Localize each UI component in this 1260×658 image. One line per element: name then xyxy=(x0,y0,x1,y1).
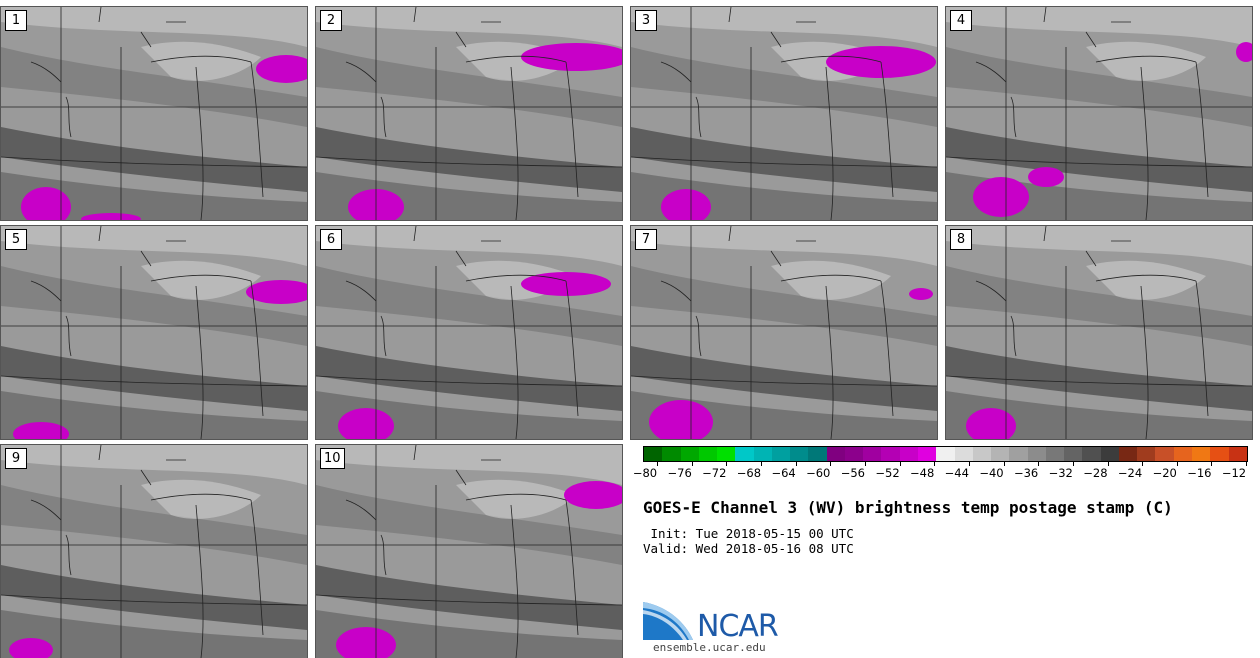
wv-map xyxy=(946,7,1252,220)
postage-stamp-panel-2: 2 xyxy=(315,6,623,221)
postage-stamp-panel-10: 10 xyxy=(315,444,623,658)
colorbar-tick-label: −68 xyxy=(737,462,773,480)
panel-number: 7 xyxy=(635,229,657,250)
colorbar-segment xyxy=(1045,447,1065,461)
colorbar-segment xyxy=(662,447,681,461)
colorbar-segment xyxy=(1118,447,1138,461)
postage-stamp-panel-9: 9 xyxy=(0,444,308,658)
colorbar-tick-label: −76 xyxy=(668,462,704,480)
colorbar-segment xyxy=(808,447,827,461)
colorbar-segment xyxy=(936,447,955,461)
colorbar-tick-label: −40 xyxy=(979,462,1015,480)
postage-stamp-panel-1: 1 xyxy=(0,6,308,221)
panel-number: 10 xyxy=(320,448,345,469)
wv-map xyxy=(631,226,937,439)
colorbar-segment xyxy=(1191,447,1211,461)
colorbar-tick-label: −24 xyxy=(1118,462,1154,480)
colorbar-ticks: −80 −76 −72 −68 −64 −60 −56 −52 −48 −44 −40 −36 −32−… xyxy=(633,462,1248,486)
wv-map xyxy=(631,7,937,220)
postage-stamp-panel-6: 6 xyxy=(315,225,623,440)
colorbar-tick-label: −56 xyxy=(841,462,877,480)
colorbar-segment xyxy=(1027,447,1046,461)
wv-map xyxy=(316,445,622,658)
colorbar-tick-label: −52 xyxy=(875,462,912,480)
colorbar-tick-label: −48 xyxy=(910,462,946,480)
wv-map xyxy=(316,226,622,439)
colorbar-segment xyxy=(972,447,992,461)
init-time: Init: Tue 2018-05-15 00 UTC xyxy=(643,526,854,541)
colorbar-tick-label: −36 xyxy=(1014,462,1050,480)
colorbar-tick-label: −28 xyxy=(1083,462,1119,480)
wv-map xyxy=(1,7,307,220)
colorbar-segment xyxy=(1155,447,1174,461)
colorbar-tick-label: −80 xyxy=(633,462,669,480)
wv-map xyxy=(946,226,1252,439)
postage-stamp-panel-3: 3 xyxy=(630,6,938,221)
panel-number: 2 xyxy=(320,10,342,31)
colorbar-segment xyxy=(698,447,718,461)
postage-stamp-panel-7: 7 xyxy=(630,225,938,440)
panel-number: 5 xyxy=(5,229,27,250)
wv-map xyxy=(1,445,307,658)
colorbar-tick-label: −12 xyxy=(1222,462,1258,480)
colorbar-segment xyxy=(1228,447,1247,461)
colorbar-segment xyxy=(899,447,918,461)
colorbar-segment xyxy=(991,447,1010,461)
figure-title: GOES-E Channel 3 (WV) brightness temp po… xyxy=(643,498,1173,517)
panel-number: 9 xyxy=(5,448,27,469)
colorbar-segment xyxy=(1210,447,1229,461)
colorbar-tick-label: −60 xyxy=(806,462,842,480)
colorbar-tick-label: −44 xyxy=(945,462,981,480)
colorbar-tick-label: −32 xyxy=(1049,462,1085,480)
postage-stamp-panel-4: 4 xyxy=(945,6,1253,221)
wv-map xyxy=(316,7,622,220)
panel-number: 6 xyxy=(320,229,342,250)
ncar-logo-icon xyxy=(643,602,693,640)
colorbar-tick-label: −72 xyxy=(702,462,738,480)
valid-time: Valid: Wed 2018-05-16 08 UTC xyxy=(643,541,854,556)
colorbar-segment xyxy=(644,447,663,461)
colorbar-segment xyxy=(1009,447,1028,461)
ncar-logo-text: NCAR xyxy=(697,609,779,644)
colorbar-segment xyxy=(735,447,754,461)
wv-map xyxy=(1,226,307,439)
colorbar-tick-label: −64 xyxy=(771,462,808,480)
colorbar-segment xyxy=(790,447,809,461)
colorbar-segment xyxy=(1100,447,1119,461)
colorbar-segment xyxy=(1173,447,1192,461)
colorbar xyxy=(643,446,1248,462)
colorbar-segment xyxy=(826,447,845,461)
panel-number: 8 xyxy=(950,229,972,250)
colorbar-segment xyxy=(954,447,973,461)
colorbar-segment xyxy=(771,447,791,461)
panel-number: 4 xyxy=(950,10,972,31)
panel-number: 3 xyxy=(635,10,657,31)
colorbar-segment xyxy=(753,447,772,461)
colorbar-segment xyxy=(1082,447,1101,461)
colorbar-segment xyxy=(881,447,900,461)
postage-stamp-panel-8: 8 xyxy=(945,225,1253,440)
site-url: ensemble.ucar.edu xyxy=(653,641,766,654)
colorbar-segment xyxy=(1064,447,1083,461)
colorbar-segment xyxy=(680,447,699,461)
panel-number: 1 xyxy=(5,10,27,31)
colorbar-segment xyxy=(717,447,736,461)
colorbar-segment xyxy=(1137,447,1156,461)
colorbar-segment xyxy=(917,447,937,461)
colorbar-segment xyxy=(863,447,882,461)
colorbar-tick-label: −16 xyxy=(1187,462,1223,480)
colorbar-segment xyxy=(844,447,864,461)
colorbar-tick-label: −20 xyxy=(1153,462,1189,480)
postage-stamp-panel-5: 5 xyxy=(0,225,308,440)
